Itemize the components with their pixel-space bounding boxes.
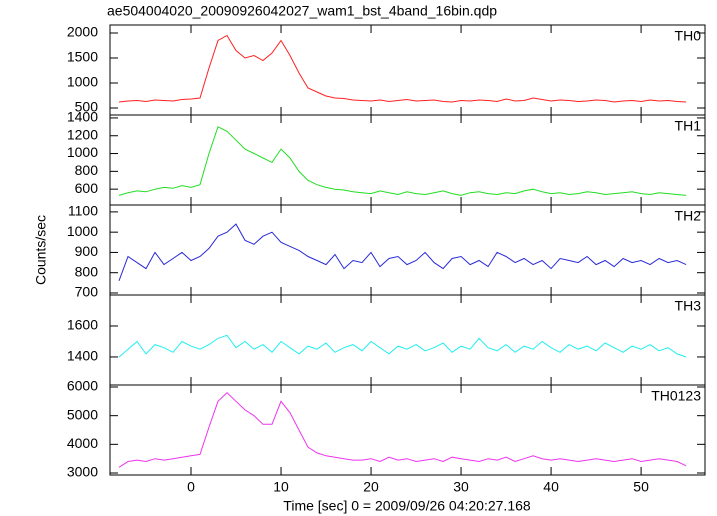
panel-frame: [109, 384, 706, 476]
y-tick-label: 700: [75, 284, 99, 300]
x-axis-label: Time [sec] 0 = 2009/09/26 04:20:27.168: [283, 498, 531, 514]
y-tick-label: 3000: [67, 464, 98, 480]
y-tick-label: 2000: [67, 24, 98, 40]
y-tick-label: 1000: [67, 144, 98, 160]
light-curve: [118, 126, 687, 196]
panel-label: TH0: [675, 28, 702, 44]
panel-label: TH1: [675, 118, 702, 134]
panel-label: TH0123: [651, 388, 701, 404]
y-tick-label: 500: [75, 99, 99, 115]
y-tick-label: 800: [75, 263, 99, 279]
x-tick-label: 30: [453, 479, 469, 495]
y-tick-label: 600: [75, 180, 99, 196]
light-curve: [118, 223, 687, 281]
y-tick-label: 1400: [67, 348, 98, 364]
x-tick-label: 10: [273, 479, 289, 495]
y-axis-label: Counts/sec: [33, 215, 49, 285]
panel-label: TH2: [675, 208, 702, 224]
y-tick-label: 800: [75, 162, 99, 178]
y-tick-label: 4000: [67, 435, 98, 451]
panel-label: TH3: [675, 298, 702, 314]
y-tick-label: 900: [75, 243, 99, 259]
chart-title: ae504004020_20090926042027_wam1_bst_4ban…: [107, 3, 497, 19]
y-tick-label: 1200: [67, 126, 98, 142]
light-curve: [118, 334, 687, 358]
x-tick-label: 40: [543, 479, 559, 495]
x-tick-label: 50: [633, 479, 649, 495]
y-tick-label: 1600: [67, 317, 98, 333]
light-curve: [118, 392, 687, 468]
y-tick-label: 1100: [68, 203, 98, 219]
x-tick-label: 0: [187, 479, 195, 495]
y-tick-label: 1500: [67, 49, 98, 65]
y-tick-label: 1000: [67, 223, 98, 239]
y-tick-label: 1000: [67, 74, 98, 90]
light-curve: [118, 34, 687, 103]
y-tick-label: 5000: [67, 406, 98, 422]
y-tick-label: 6000: [67, 378, 98, 394]
y-tick-label: 1400: [67, 109, 98, 125]
x-tick-label: 20: [363, 479, 379, 495]
